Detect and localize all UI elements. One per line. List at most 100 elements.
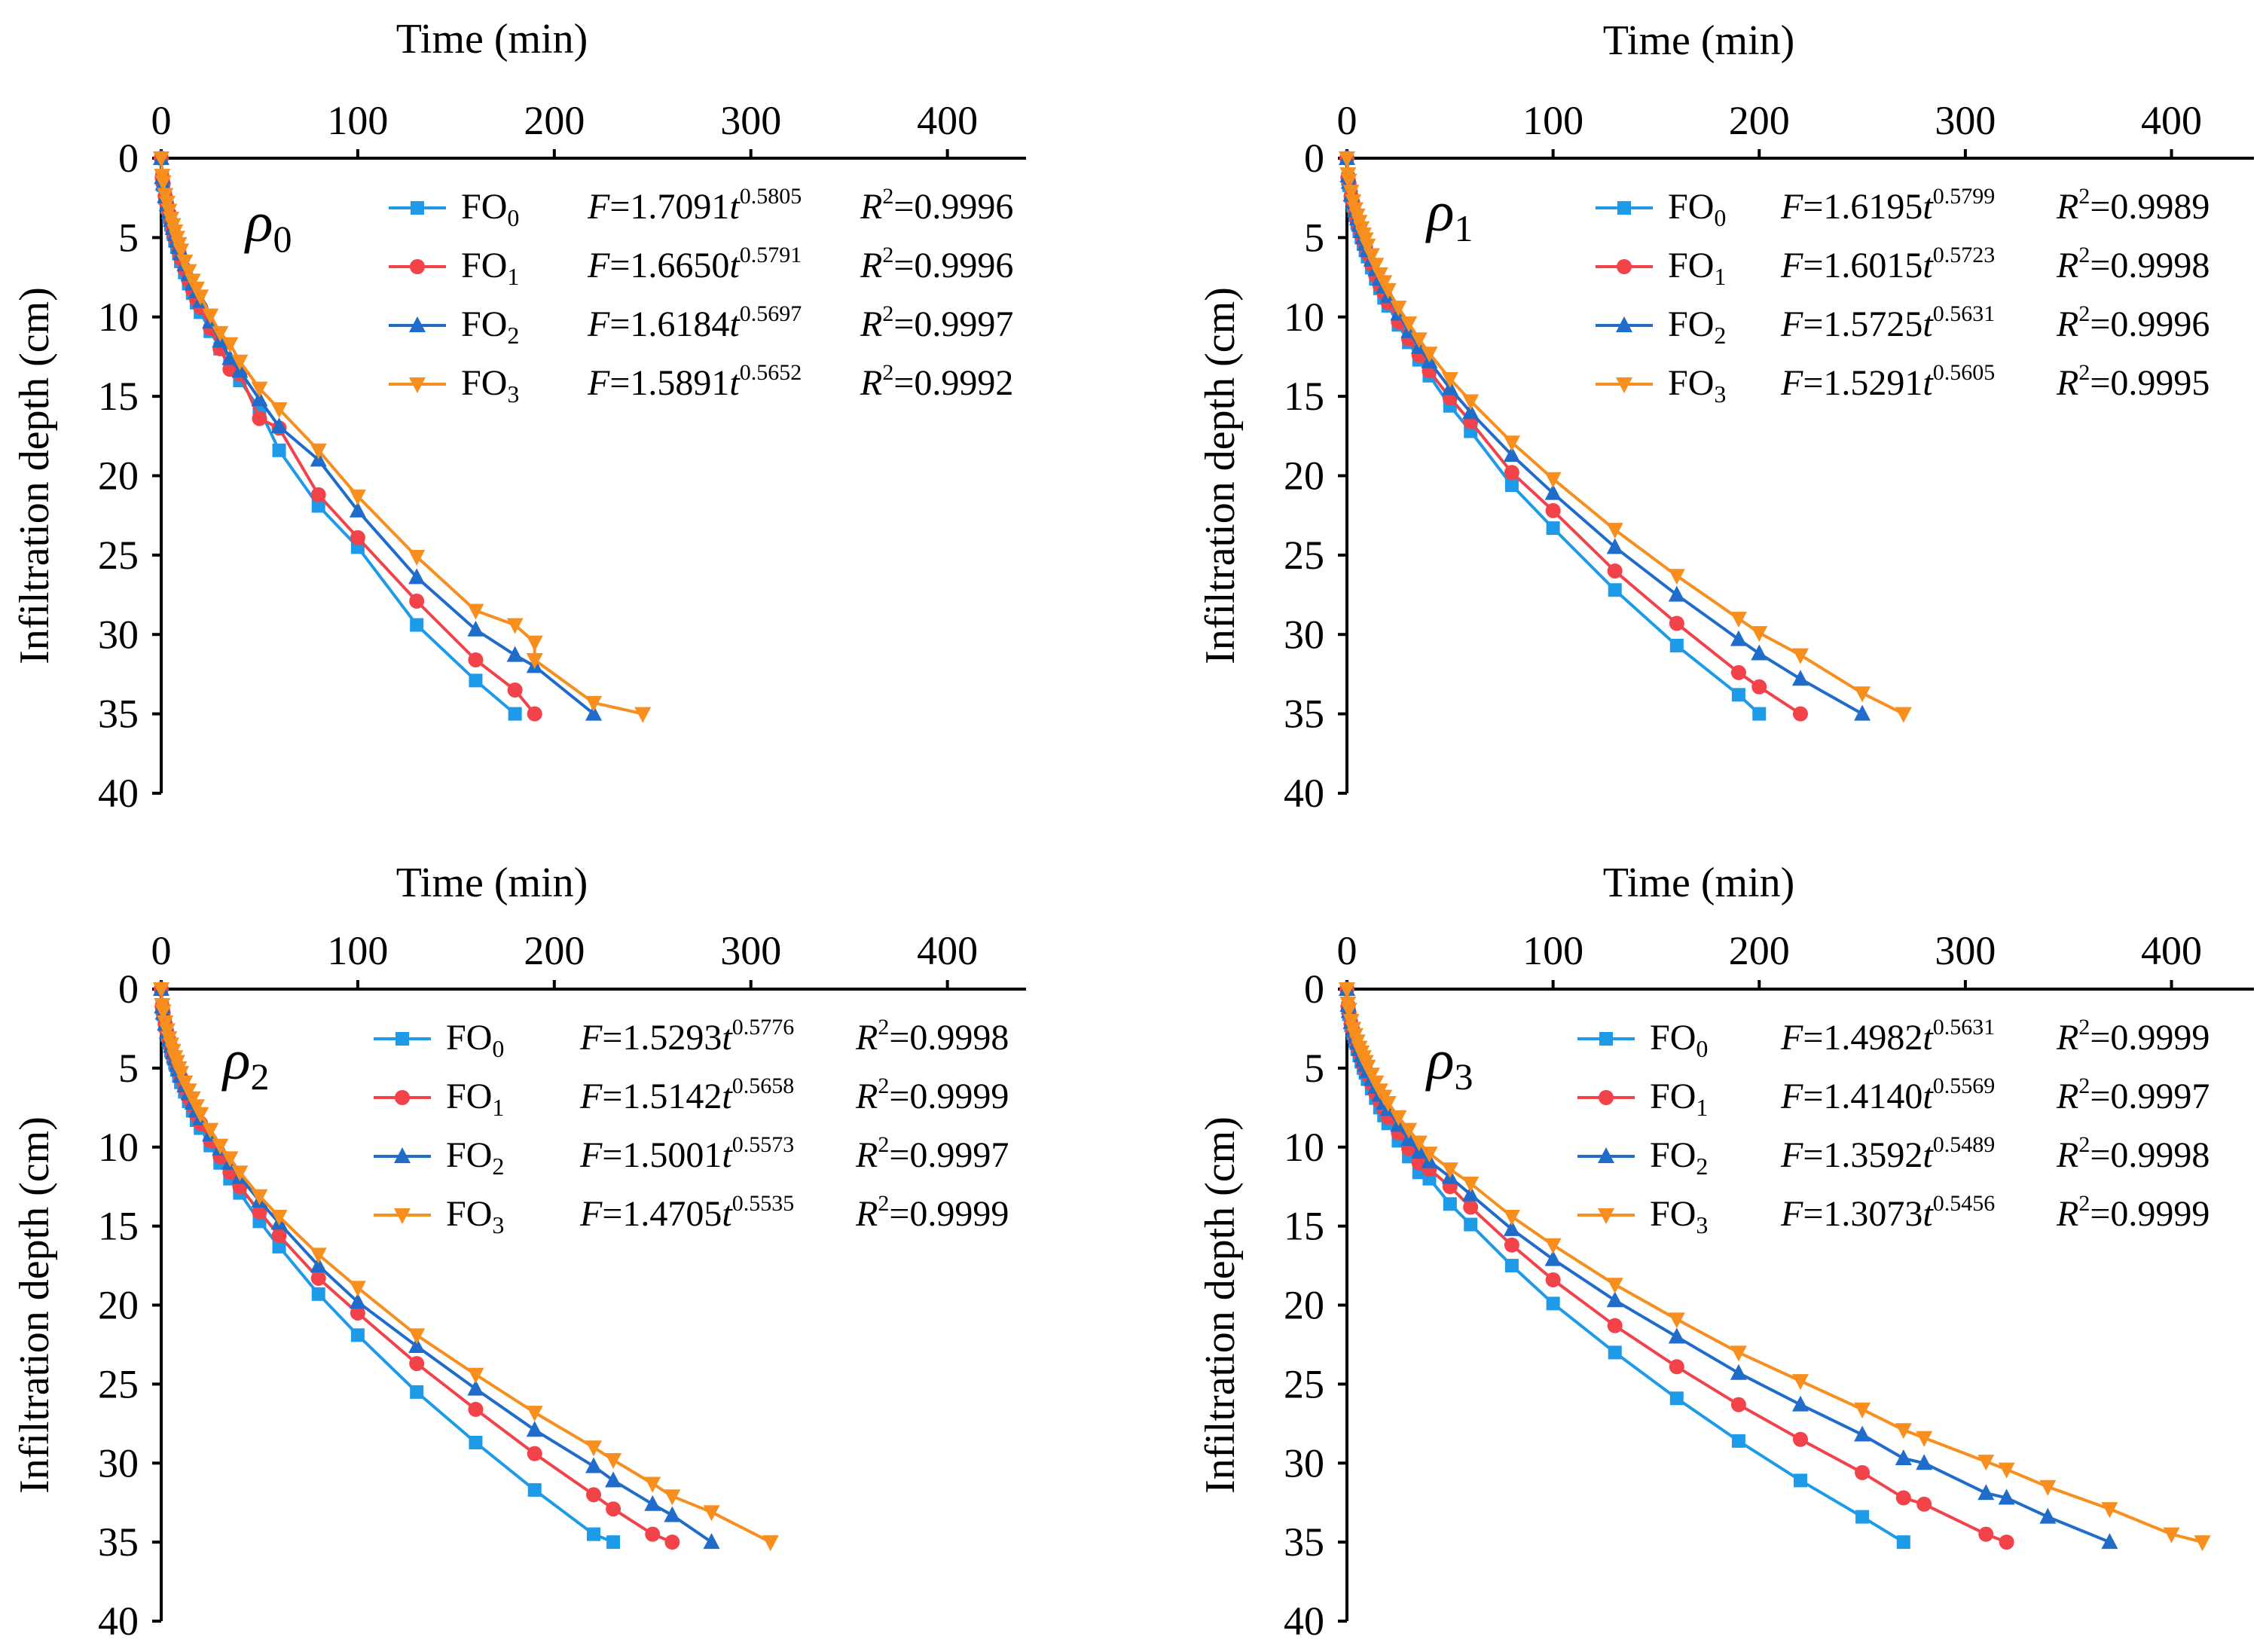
r2-R: R xyxy=(860,304,882,344)
data-point-FO0 xyxy=(1731,1434,1745,1448)
data-point-FO3 xyxy=(1606,523,1623,539)
data-point-FO0 xyxy=(469,673,483,688)
data-point-FO1 xyxy=(1730,664,1746,680)
data-point-FO1 xyxy=(527,706,542,722)
data-point-FO3 xyxy=(506,618,524,634)
legend-r2: R2=0.9999 xyxy=(2056,1015,2210,1058)
data-point-FO3 xyxy=(153,151,169,167)
data-point-FO2 xyxy=(1854,1425,1871,1442)
data-point-FO3 xyxy=(188,281,205,298)
r2-sup: 2 xyxy=(2078,1132,2090,1157)
data-point-FO3 xyxy=(1503,435,1520,452)
equation-exponent: 0.5776 xyxy=(732,1015,795,1040)
y-axis-title: Infiltration depth (cm) xyxy=(1197,1116,1244,1494)
equation-coef: =1.4705 xyxy=(602,1194,722,1234)
legend-label: FO1 xyxy=(1650,1076,1708,1121)
data-point-FO3 xyxy=(526,635,543,652)
y-tick-label: 25 xyxy=(98,533,139,578)
data-point-FO2 xyxy=(408,1337,426,1354)
y-tick-label: 15 xyxy=(1284,1204,1324,1249)
data-point-FO3 xyxy=(1895,1423,1912,1440)
data-point-FO1 xyxy=(1504,1237,1519,1253)
data-point-FO3 xyxy=(1606,1278,1623,1294)
data-point-FO0 xyxy=(410,618,424,632)
legend-label: FO1 xyxy=(461,246,519,290)
legend-equation: F=1.5293t0.5776 xyxy=(579,1015,794,1058)
y-tick-label: 40 xyxy=(1284,771,1324,816)
data-point-FO3 xyxy=(192,289,209,306)
data-point-FO3 xyxy=(173,243,190,260)
legend-entry-FO2: FO2 F=1.3592t0.5489 R2=0.9998 xyxy=(1577,1132,2210,1180)
data-point-FO1 xyxy=(1669,1359,1684,1375)
panel-label-symbol: ρ xyxy=(1425,180,1454,243)
data-point-FO3 xyxy=(1367,258,1385,274)
data-point-FO3 xyxy=(158,196,176,212)
data-point-FO1 xyxy=(1916,1496,1932,1512)
legend-marker xyxy=(1617,259,1632,274)
data-point-FO2 xyxy=(1854,704,1871,721)
data-point-FO0 xyxy=(1752,707,1767,721)
legend-equation: F=1.4705t0.5535 xyxy=(579,1191,794,1234)
x-tick-label: 400 xyxy=(917,98,978,143)
panel-label-subscript: 1 xyxy=(1454,207,1473,249)
panel-label-subscript: 2 xyxy=(250,1055,269,1098)
data-point-FO1 xyxy=(527,1446,542,1461)
data-point-FO3 xyxy=(202,308,219,325)
legend-label-main: FO xyxy=(446,1076,492,1116)
legend-label-subscript: 1 xyxy=(1714,263,1726,290)
legend-label: FO3 xyxy=(461,363,519,408)
legend-marker xyxy=(409,377,426,393)
x-tick-label: 200 xyxy=(524,98,585,143)
r2-sup: 2 xyxy=(878,1132,889,1157)
data-point-FO3 xyxy=(1345,194,1362,210)
data-point-FO3 xyxy=(634,707,652,723)
data-point-FO3 xyxy=(1376,275,1393,292)
data-point-FO3 xyxy=(1340,173,1357,190)
legend-equation: F=1.3073t0.5456 xyxy=(1780,1191,1995,1234)
legend-equation: F=1.5891t0.5652 xyxy=(587,360,802,403)
equation-coef: =1.5142 xyxy=(602,1076,722,1116)
data-point-FO3 xyxy=(1751,626,1768,643)
y-tick-label: 30 xyxy=(98,1440,139,1486)
data-point-FO2 xyxy=(1544,484,1562,500)
legend-entry-FO3: FO3 F=1.3073t0.5456 R2=0.9999 xyxy=(1577,1191,2210,1238)
data-point-FO2 xyxy=(703,1533,720,1550)
equation-F: F xyxy=(1780,1076,1803,1116)
legend-label: FO0 xyxy=(446,1018,504,1062)
legend-marker xyxy=(395,1032,409,1046)
legend-label: FO3 xyxy=(1650,1194,1708,1238)
x-tick-label: 0 xyxy=(1337,928,1357,973)
y-tick-label: 40 xyxy=(98,1599,139,1644)
panel-label: ρ2 xyxy=(221,1028,269,1098)
legend-r2: R2=0.9989 xyxy=(2056,184,2210,227)
data-point-FO3 xyxy=(1441,1162,1458,1179)
data-point-FO3 xyxy=(1390,301,1407,317)
data-point-FO0 xyxy=(1669,639,1684,653)
series-line-FO3 xyxy=(160,157,643,716)
x-tick-label: 300 xyxy=(720,928,781,973)
legend-marker xyxy=(411,201,424,215)
data-point-FO1 xyxy=(1504,465,1519,481)
data-point-FO3 xyxy=(408,549,426,566)
panel-label: ρ1 xyxy=(1425,180,1473,249)
equation-coef: =1.5725 xyxy=(1803,304,1922,344)
data-point-FO1 xyxy=(350,530,365,545)
data-point-FO3 xyxy=(1503,1210,1520,1226)
data-point-FO1 xyxy=(1669,615,1684,631)
y-tick-label: 30 xyxy=(1284,612,1324,657)
data-point-FO3 xyxy=(1339,982,1355,998)
r2-sup: 2 xyxy=(2078,1015,2090,1040)
data-point-FO0 xyxy=(1504,1259,1519,1273)
equation-t: t xyxy=(1922,1018,1934,1058)
data-point-FO3 xyxy=(212,325,229,342)
legend-entry-FO1: FO1 F=1.6015t0.5723 R2=0.9998 xyxy=(1596,243,2210,290)
r2-sup: 2 xyxy=(2078,243,2090,267)
data-point-FO1 xyxy=(645,1526,661,1542)
equation-coef: =1.3073 xyxy=(1803,1194,1922,1234)
r2-value: =0.9997 xyxy=(893,304,1013,344)
equation-exponent: 0.5658 xyxy=(732,1073,795,1098)
data-point-FO0 xyxy=(1504,478,1519,493)
r2-R: R xyxy=(855,1018,878,1058)
legend-equation: F=1.5001t0.5573 xyxy=(579,1132,794,1175)
data-point-FO3 xyxy=(1730,1345,1747,1362)
